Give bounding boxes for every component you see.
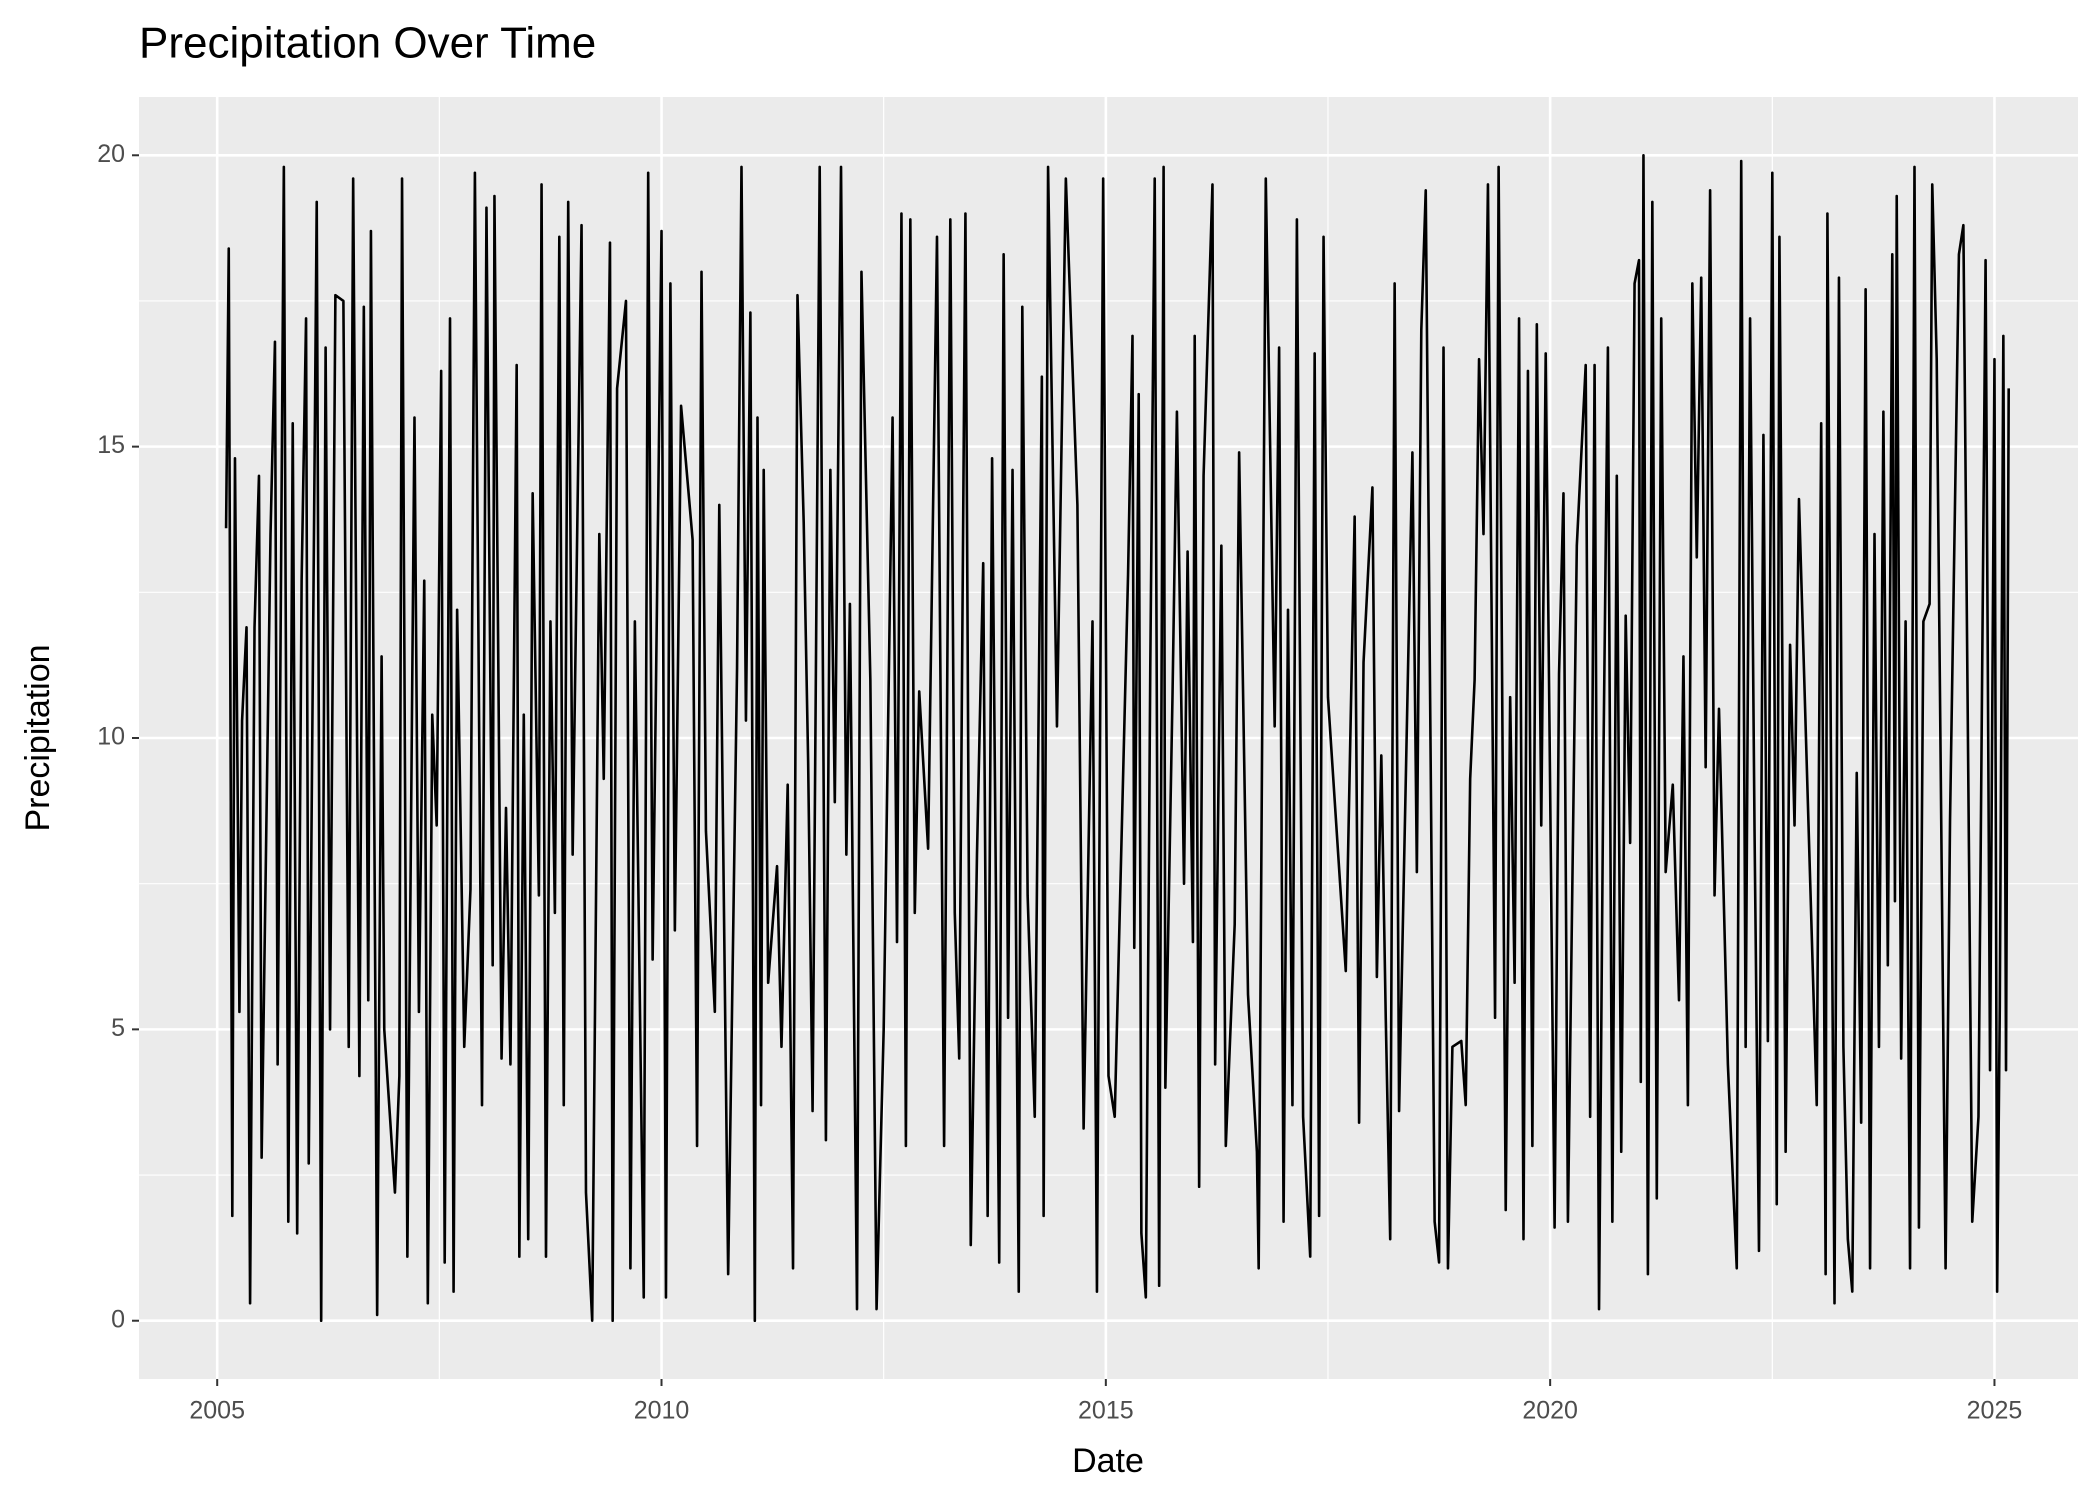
- y-tick-label: 20: [97, 140, 125, 168]
- y-tick-label: 5: [111, 1014, 125, 1042]
- x-tick-label: 2010: [634, 1397, 690, 1425]
- y-tick-label: 0: [111, 1305, 125, 1333]
- y-tick-label: 15: [97, 431, 125, 459]
- x-tick-label: 2005: [189, 1397, 245, 1425]
- y-tick-label: 10: [97, 723, 125, 751]
- x-axis-title: Date: [1072, 1442, 1144, 1480]
- x-tick-label: 2020: [1522, 1397, 1578, 1425]
- chart-title: Precipitation Over Time: [139, 19, 596, 68]
- data-line: [224, 153, 2010, 1323]
- x-tick-label: 2025: [1967, 1397, 2023, 1425]
- y-axis-title: Precipitation: [19, 644, 57, 831]
- x-tick-label: 2015: [1078, 1397, 1134, 1425]
